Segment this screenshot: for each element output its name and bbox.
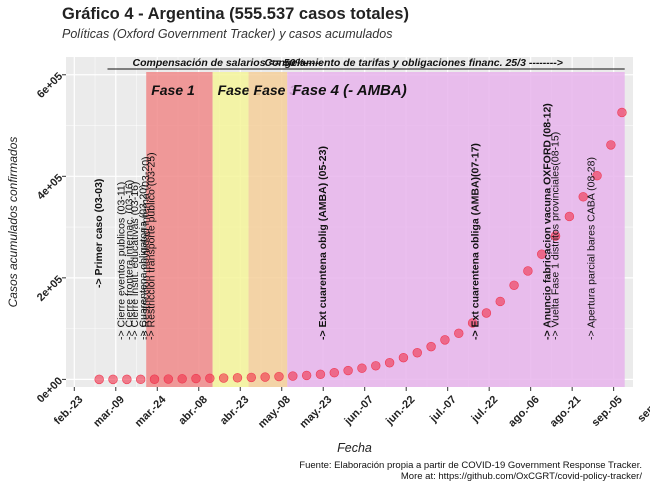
phase-band — [287, 72, 625, 387]
data-point — [274, 371, 284, 382]
banner-text: Compensación de salarios <= 50%----- — [132, 57, 322, 69]
data-point — [149, 374, 160, 384]
point-layer — [94, 107, 627, 385]
policy-annotation: -> Cierre instit. educativas (03-16) — [129, 182, 141, 340]
data-point — [509, 280, 519, 290]
y-tick-label: 6e+05 — [35, 70, 65, 100]
data-point — [426, 341, 436, 352]
data-point — [232, 373, 243, 383]
policy-annotation: -> Ext cuarentena oblig (AMBA) (05-23) — [317, 146, 329, 340]
y-tick-label: 2e+05 — [35, 274, 65, 304]
data-point — [564, 211, 575, 222]
caption: Fuente: Elaboración propia a partir de C… — [299, 460, 642, 482]
x-axis-label: Fecha — [337, 441, 372, 455]
annotation-layer: -> Primer caso (03-03) -> Cierre eventos … — [93, 103, 597, 340]
data-point — [94, 374, 104, 385]
data-point — [440, 335, 450, 345]
policy-annotation: -> Anuncio fabricacion vacuna OXFORD (08… — [541, 103, 553, 340]
phase-label: Fase 1 — [151, 82, 195, 98]
data-point — [398, 352, 409, 363]
data-point — [108, 374, 118, 385]
x-tick-label: jul.-07 — [427, 394, 459, 426]
data-point — [467, 318, 478, 328]
y-tick-label: 0e+00 — [35, 375, 65, 405]
data-point — [550, 231, 561, 241]
data-point — [371, 361, 381, 371]
policy-annotation: -> Vuelta Fase 1 distritos provinciales(… — [550, 132, 562, 340]
data-point — [578, 192, 588, 202]
x-tick-label: ago.-21 — [548, 394, 584, 430]
data-point — [177, 374, 187, 384]
data-point — [481, 308, 492, 318]
caption-source: Fuente: Elaboración propia a partir de C… — [299, 460, 642, 471]
data-point — [205, 373, 215, 383]
data-point — [260, 372, 270, 382]
x-tick-label: jun.-22 — [383, 394, 417, 428]
data-point — [617, 107, 627, 118]
chart-title: Gráfico 4 - Argentina (555.537 casos tot… — [62, 5, 409, 23]
data-point — [537, 249, 547, 259]
data-point — [191, 373, 201, 384]
phase-band — [212, 72, 249, 387]
chart-subtitle: Políticas (Oxford Government Tracker) y … — [62, 27, 393, 41]
x-tick-label: jul.-22 — [469, 394, 501, 426]
data-point — [384, 358, 395, 368]
policy-annotation: -> Cuarentena obligatoria (03-20) — [137, 184, 149, 340]
data-point — [357, 363, 367, 373]
phase-label: Fase 3 — [254, 82, 298, 98]
x-tick-label: may.-23 — [298, 394, 335, 431]
policy-annotation: -> Apertura parcial bares CABA (08-28) — [586, 157, 598, 340]
data-point — [122, 374, 132, 385]
policy-annotation: -> Restriccion movilidad interna (03-20) — [140, 156, 152, 340]
data-point — [592, 170, 602, 181]
data-point — [301, 370, 312, 381]
x-tick-label: jun.-07 — [342, 394, 376, 428]
data-point — [495, 296, 505, 307]
data-point — [218, 373, 229, 383]
x-tick-label: abr.-23 — [218, 394, 252, 428]
x-tick-label: ago.-06 — [506, 394, 542, 430]
policy-annotation: -> Restriccion transporte publico (03-25… — [146, 152, 158, 340]
caption-link: More at: https://github.com/OxCGRT/covid… — [400, 471, 642, 482]
x-tick-label: mar.-24 — [133, 393, 169, 429]
data-point — [454, 328, 464, 339]
data-point — [135, 374, 146, 385]
x-tick-label: abr.-08 — [176, 394, 210, 428]
banner-layer: Compensación de salarios <= 50%-----Cong… — [107, 57, 625, 70]
data-point — [163, 374, 174, 384]
phase-band — [248, 72, 288, 387]
x-tick-label: sep.-05 — [590, 394, 625, 429]
x-tick-label: mar.-09 — [91, 394, 127, 430]
data-point — [288, 371, 298, 381]
x-tick-label: sep.-2 — [635, 394, 650, 425]
data-point — [343, 365, 353, 376]
phase-label: Fase 4 (- AMBA) — [292, 82, 406, 99]
data-point — [315, 369, 326, 380]
data-point — [523, 266, 533, 276]
policy-annotation: -> Cierre frontera internac. (03-16) — [124, 180, 136, 340]
x-tick-label: may.-08 — [256, 394, 293, 431]
policy-annotation: -> Ext cuarentena obliga (AMBA)(07-17) — [469, 143, 481, 340]
x-tick-label: feb.-23 — [52, 394, 86, 428]
y-tick-label: 4e+05 — [35, 172, 65, 202]
policy-annotation: -> Cierre eventos publicos (03-11) — [115, 182, 127, 340]
data-point — [412, 348, 422, 358]
banner-text: Congelamiento de tarifas y obligaciones … — [265, 57, 563, 69]
data-point — [329, 367, 339, 378]
data-point — [606, 140, 616, 150]
phase-band — [146, 72, 213, 387]
y-axis-label: Casos acumulados confirmados — [6, 137, 20, 308]
data-point — [246, 372, 257, 383]
policy-annotation: -> Primer caso (03-03) — [93, 179, 105, 288]
